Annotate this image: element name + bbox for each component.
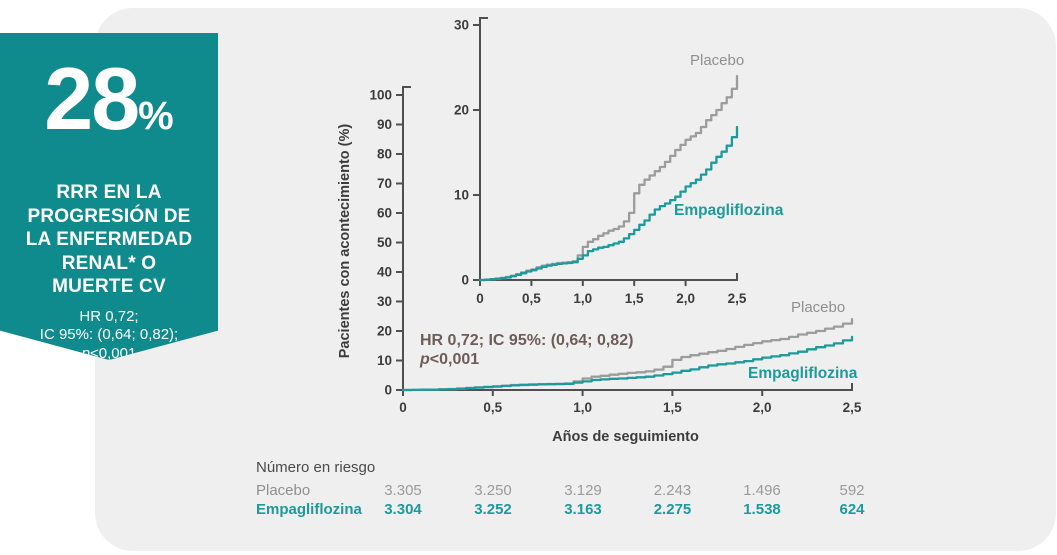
main-y-tick-label: 20 (377, 324, 392, 339)
percent-sign-icon: % (138, 94, 174, 138)
main-y-tick-label: 0 (384, 383, 392, 398)
hr-annotation: HR 0,72; IC 95%: (0,64; 0,82) p<0,001 (420, 331, 633, 369)
y-axis-title: Pacientes con acontecimiento (%) (337, 123, 353, 359)
main-y-tick-label: 80 (377, 147, 392, 162)
rrr-title-line: PROGRESIÓN DE (27, 205, 191, 227)
main-x-tick-label: 1,0 (573, 400, 592, 415)
main-curve-empagliflozina (401, 335, 854, 392)
risk-value-empagliflozina: 3.304 (384, 501, 422, 518)
main-x-tick-label: 0 (399, 400, 407, 415)
inset-y-tick-label: 0 (461, 273, 469, 288)
risk-value-placebo: 2.243 (653, 482, 692, 499)
risk-row-label-empagliflozina: Empagliflozina (256, 501, 362, 518)
inset-x-tick-label: 1,5 (625, 291, 644, 306)
p-rest: <0,001 (429, 351, 480, 368)
main-x-tick-label: 2,5 (843, 400, 862, 415)
main-y-tick-label: 40 (377, 265, 392, 280)
rrr-percent: 28% (0, 49, 218, 175)
inset-x-tick-label: 0,5 (522, 291, 541, 306)
main-y-tick-label: 100 (369, 88, 392, 103)
risk-value-placebo: 3.250 (474, 482, 512, 499)
inset-x-tick-label: 2,0 (676, 291, 695, 306)
x-axis-title: Años de seguimiento (552, 429, 699, 445)
ci-value: IC 95%: (0,64; 0,82); (39, 326, 179, 343)
inset-empagliflozina-curve-label: Empagliflozina (674, 202, 784, 219)
rrr-title-line: RRR EN LA (56, 182, 162, 203)
rrr-title: RRR EN LA PROGRESIÓN DE LA ENFERMEDAD RE… (0, 181, 218, 299)
rrr-percent-number: 28 (44, 49, 140, 148)
risk-value-empagliflozina: 624 (839, 501, 865, 518)
inset-curve-empagliflozina (478, 125, 739, 282)
rrr-stats: HR 0,72; IC 95%: (0,64; 0,82); p<0,001 (0, 307, 218, 361)
main-empagliflozina-curve-label: Empagliflozina (748, 365, 858, 382)
inset-y-tick-label: 10 (454, 188, 469, 203)
inset-x-tick-label: 0 (476, 291, 484, 306)
main-y-tick-label: 50 (377, 235, 392, 250)
risk-value-placebo: 3.305 (384, 482, 422, 499)
risk-value-empagliflozina: 2.275 (653, 501, 692, 518)
hr-value: HR 0,72; (79, 307, 139, 325)
hr-annotation-line1: HR 0,72; IC 95%: (0,64; 0,82) (420, 332, 634, 349)
inset-curve-placebo (478, 74, 739, 282)
inset-y-tick-label: 20 (454, 103, 469, 118)
main-y-tick-label: 90 (377, 117, 392, 132)
main-placebo-curve-label: Placebo (791, 299, 846, 316)
risk-value-empagliflozina: 3.252 (474, 501, 512, 518)
risk-value-empagliflozina: 1.538 (743, 501, 781, 518)
rrr-title-line: RENAL* O (61, 252, 157, 274)
risk-row-label-placebo: Placebo (256, 482, 311, 499)
main-y-tick-label: 70 (377, 176, 392, 191)
rrr-title-line: MUERTE CV (52, 276, 166, 297)
main-x-tick-label: 0,5 (483, 400, 502, 415)
risk-value-placebo: 3.129 (564, 482, 602, 499)
risk-value-empagliflozina: 3.163 (564, 501, 602, 518)
main-y-tick-label: 30 (377, 294, 392, 309)
main-y-tick-label: 10 (377, 353, 392, 368)
main-x-tick-label: 2,0 (753, 400, 772, 415)
main-x-tick-label: 1,5 (663, 400, 682, 415)
inset-placebo-curve-label: Placebo (690, 52, 745, 69)
risk-table-title: Número en riesgo (256, 459, 376, 476)
risk-value-placebo: 592 (839, 482, 865, 499)
rrr-title-line: LA ENFERMEDAD (25, 229, 193, 250)
inset-x-tick-label: 1,0 (573, 291, 592, 306)
inset-x-tick-label: 2,5 (728, 291, 747, 306)
main-y-tick-label: 60 (377, 206, 392, 221)
risk-value-placebo: 1.496 (743, 482, 781, 499)
inset-y-tick-label: 30 (454, 18, 469, 33)
p-italic: p (420, 351, 430, 368)
rrr-badge: 28% RRR EN LA PROGRESIÓN DE LA ENFERMEDA… (0, 33, 218, 360)
